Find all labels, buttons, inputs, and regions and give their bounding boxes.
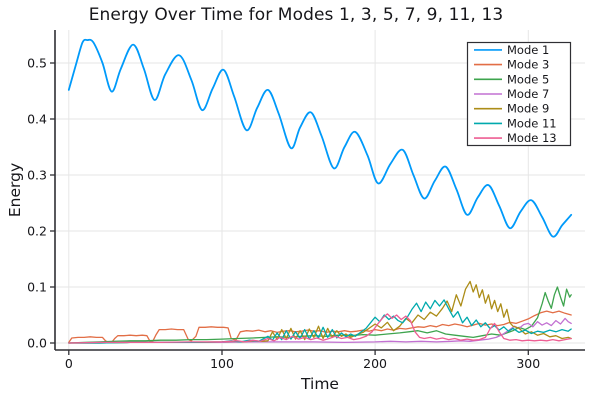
y-tick-label: 0.0 <box>27 335 47 350</box>
tick-labels: 0 100 200 300 0.0 0.1 0.2 0.3 0.4 0.5 <box>27 55 540 371</box>
legend-entry: Mode 11 <box>474 116 557 130</box>
legend-label: Mode 1 <box>507 43 549 57</box>
legend-label: Mode 5 <box>507 72 549 86</box>
legend-entry: Mode 13 <box>474 131 557 145</box>
y-tick-label: 0.3 <box>27 167 47 182</box>
y-tick-label: 0.1 <box>27 279 47 294</box>
series-mode-5 <box>68 286 572 344</box>
legend-label: Mode 11 <box>507 116 557 130</box>
y-tick-label: 0.5 <box>27 55 47 70</box>
y-tick-label: 0.4 <box>27 111 47 126</box>
x-tick-label: 300 <box>516 356 540 371</box>
legend-label: Mode 9 <box>507 102 549 116</box>
legend-entry: Mode 7 <box>474 87 549 101</box>
x-tick-label: 0 <box>65 356 73 371</box>
legend-label: Mode 3 <box>507 58 549 72</box>
y-tick-label: 0.2 <box>27 223 47 238</box>
x-axis-label: Time <box>301 375 339 393</box>
legend-entry: Mode 1 <box>474 43 549 57</box>
chart-title: Energy Over Time for Modes 1, 3, 5, 7, 9… <box>88 5 504 25</box>
legend-entry: Mode 9 <box>474 102 549 116</box>
series-mode-13 <box>68 313 572 344</box>
legend-entry: Mode 5 <box>474 72 549 86</box>
legend-entry: Mode 3 <box>474 58 549 72</box>
axes <box>50 30 585 355</box>
series-group <box>67 38 573 344</box>
x-tick-label: 100 <box>210 356 234 371</box>
legend-label: Mode 7 <box>507 87 549 101</box>
series-mode-1 <box>67 38 573 238</box>
legend-label: Mode 13 <box>507 131 557 145</box>
x-tick-label: 200 <box>363 356 387 371</box>
